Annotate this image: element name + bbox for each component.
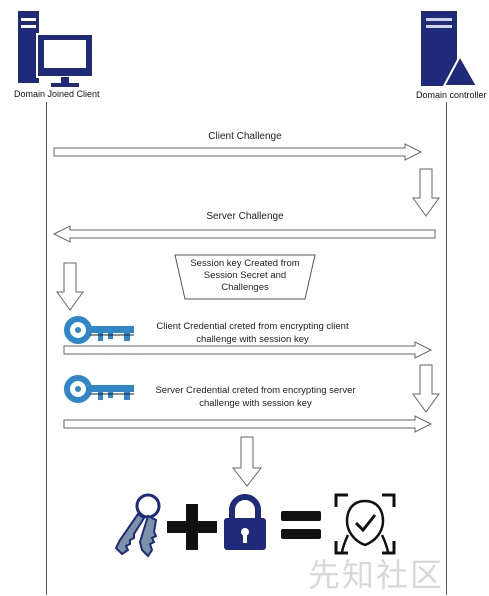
- computer-icon: [17, 8, 93, 88]
- session-key-label: Session key Created from Session Secret …: [190, 258, 300, 293]
- dc-label: Domain controller: [416, 90, 487, 100]
- watermark: 先知社区: [308, 556, 445, 594]
- server-challenge-label: Server Challenge: [206, 211, 284, 222]
- down-arrow: [56, 262, 84, 312]
- lock-icon: [222, 494, 268, 552]
- client-credential-label: Client Credential creted from encrypting…: [156, 321, 349, 345]
- session-key-box: [174, 254, 316, 300]
- server-credential-label: Server Credential creted from encrypting…: [155, 385, 356, 409]
- client-label: Domain Joined Client: [14, 89, 100, 99]
- plus-icon: [167, 504, 217, 550]
- server-icon: [420, 10, 478, 88]
- down-arrow: [232, 436, 262, 488]
- client-challenge-label: Client Challenge: [208, 131, 282, 142]
- dc-lifeline: [446, 102, 447, 595]
- client-challenge-arrow: [53, 143, 423, 161]
- server-challenge-arrow: [53, 225, 437, 243]
- key-icon: [64, 374, 136, 406]
- keys-icon: [108, 492, 168, 558]
- server-credential-arrow: [63, 415, 433, 433]
- client-credential-arrow: [63, 341, 433, 359]
- key-icon: [64, 315, 136, 347]
- down-arrow: [412, 168, 440, 218]
- face-verified-icon: [334, 493, 396, 555]
- equals-icon: [281, 511, 321, 541]
- down-arrow: [412, 364, 440, 414]
- client-lifeline: [46, 102, 47, 595]
